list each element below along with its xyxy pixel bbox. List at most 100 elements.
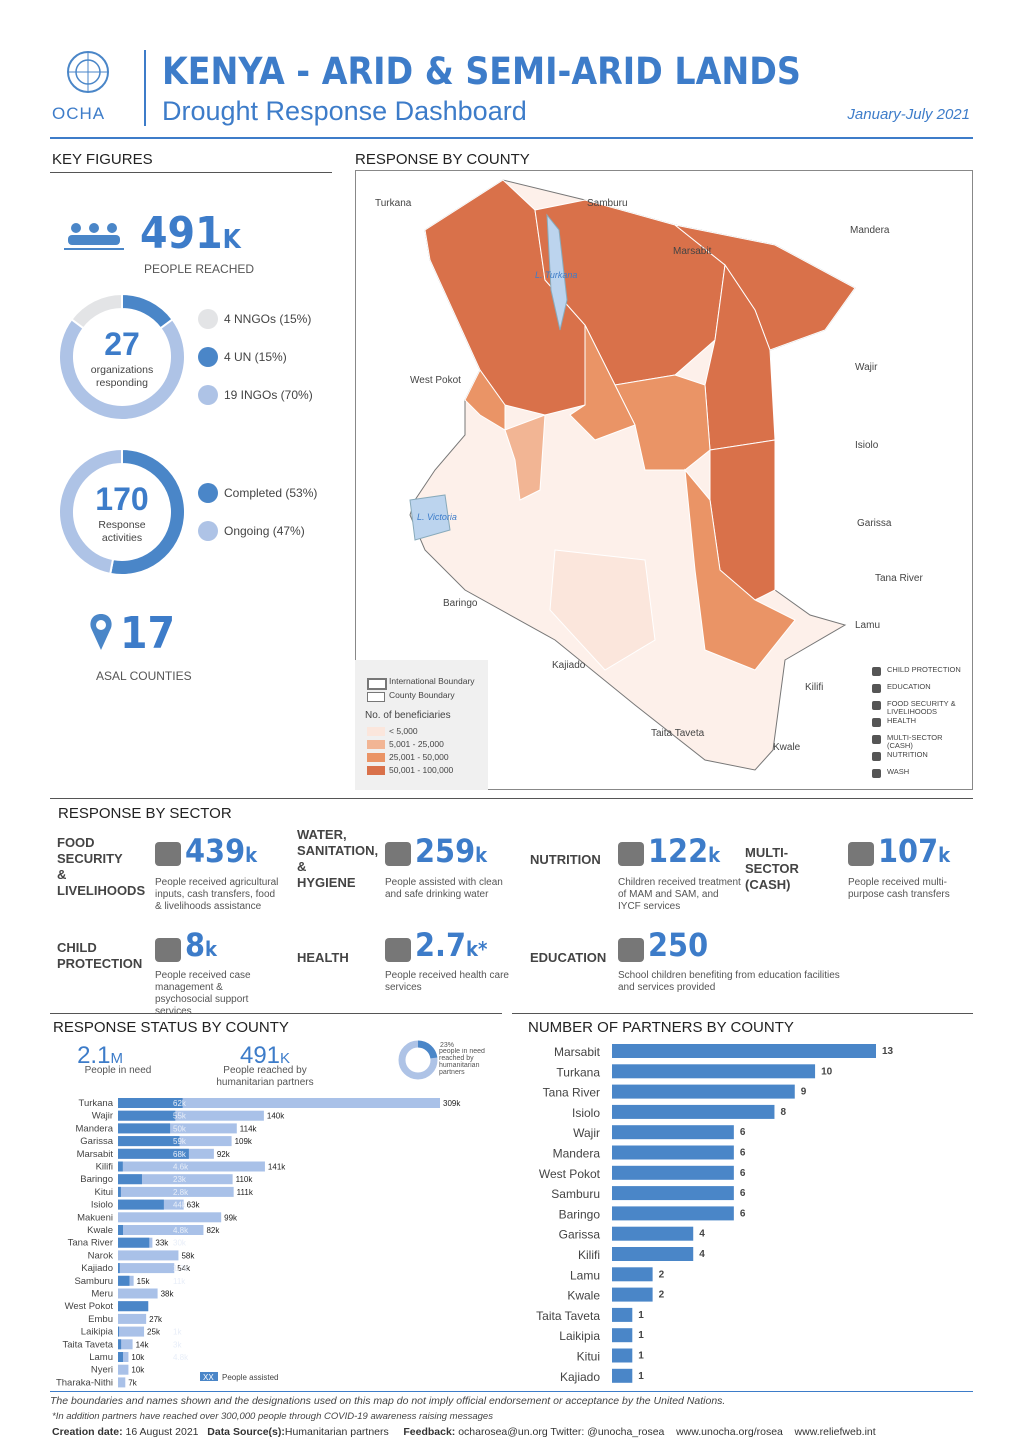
sector-text: People assisted with clean and safe drin… [385, 877, 503, 900]
value-label: 1.7k [173, 1264, 189, 1273]
legend-swatch [198, 483, 218, 503]
county-west-pokot [464, 369, 506, 431]
footer-rule [50, 1391, 973, 1392]
unit: k [708, 843, 721, 867]
legend-label: 19 INGOs (70%) [224, 388, 313, 402]
section-heading: RESPONSE BY SECTOR [58, 805, 232, 822]
unit: k [205, 937, 217, 961]
bar [118, 1352, 124, 1362]
value-label: 59k [173, 1137, 187, 1146]
y-tick-label: West Pokot [65, 1301, 114, 1312]
sector-text: Children received treatment of MAM and S… [618, 877, 741, 912]
legend-swatch [367, 740, 385, 749]
y-tick-label: Wajir [92, 1111, 113, 1122]
donut-total: 170 [95, 481, 148, 517]
value-label: 1k [173, 1328, 182, 1337]
bar [612, 1165, 734, 1180]
y-tick-label: Kilifi [578, 1248, 600, 1262]
twitter[interactable]: Twitter: @unocha_rosea [550, 1426, 665, 1438]
bar [612, 1125, 734, 1140]
value-label: 62k [173, 1099, 187, 1108]
lake-victoria [409, 494, 451, 541]
value-label: 30k [173, 1239, 187, 1248]
bar [118, 1186, 121, 1197]
bar [118, 1136, 180, 1147]
legend-icon [872, 769, 881, 778]
email[interactable]: ocharosea@un.org [458, 1426, 548, 1438]
value-label: 1 [638, 1310, 644, 1321]
value-label: 6 [740, 1208, 746, 1219]
value-label: 140k [267, 1112, 285, 1121]
value-label: 141k [268, 1163, 286, 1172]
value-label: 10 [821, 1066, 833, 1077]
link[interactable]: www.unocha.org/rosea [676, 1426, 783, 1438]
y-tick-label: Garissa [559, 1228, 601, 1242]
sector-name: EDUCATION [530, 950, 607, 965]
sector-value: 250 [648, 926, 708, 964]
value-label: 7k [128, 1378, 137, 1387]
legend-label: NUTRITION [887, 750, 928, 759]
y-tick-label: West Pokot [539, 1167, 601, 1181]
y-tick-label: Nyeri [91, 1365, 113, 1376]
county-label: West Pokot [410, 375, 461, 386]
legend-swatch [198, 385, 218, 405]
legend-label: 25,001 - 50,000 [389, 752, 449, 762]
source: Humanitarian partners [284, 1426, 389, 1438]
bar [118, 1161, 123, 1172]
legend-label: County Boundary [389, 690, 455, 700]
value: 250 [648, 926, 709, 964]
bar [118, 1148, 189, 1159]
county-label: Mandera [850, 225, 890, 236]
bar [118, 1110, 176, 1121]
bar [118, 1098, 440, 1108]
y-tick-label: Marsabit [554, 1045, 601, 1059]
summary-value: 2.1M [77, 1042, 123, 1069]
legend-swatch [367, 753, 385, 762]
y-tick-label: Marsabit [77, 1149, 114, 1160]
donut-label: Response [98, 519, 145, 531]
value-label: 27k [149, 1315, 163, 1324]
sector-value: 107k [878, 832, 950, 870]
credits: Creation date: 16 August 2021 Data Sourc… [52, 1426, 876, 1438]
value-label: 82k [206, 1226, 220, 1235]
bar [118, 1339, 122, 1350]
value-label: 15k [137, 1277, 151, 1286]
link[interactable]: www.reliefweb.int [794, 1426, 876, 1438]
y-tick-label: Kwale [567, 1289, 600, 1303]
bar [118, 1225, 124, 1235]
legend-label: HEALTH [887, 716, 917, 725]
y-tick-label: Narok [88, 1250, 114, 1261]
value-label: 4 [699, 1229, 705, 1240]
people-reached-label: PEOPLE REACHED [144, 262, 255, 276]
value-label: 55k [173, 1112, 187, 1121]
summary-label: People reached by [223, 1065, 306, 1076]
y-tick-label: Isiolo [572, 1106, 600, 1120]
county-label: Samburu [587, 198, 628, 209]
footnote: *In addition partners have reached over … [52, 1411, 493, 1422]
y-tick-label: Makueni [77, 1212, 113, 1223]
bar [118, 1161, 265, 1172]
unit: k* [466, 937, 488, 961]
bar [118, 1326, 145, 1337]
header-rule [50, 137, 973, 139]
sector-text: School children benefiting from educatio… [618, 970, 840, 993]
legend-icon [872, 667, 881, 676]
y-tick-label: Garissa [80, 1136, 113, 1147]
bar [118, 1288, 158, 1299]
y-tick-label: Embu [88, 1314, 113, 1325]
value-label: 309k [443, 1099, 461, 1108]
legend-label: < 5,000 [389, 726, 418, 736]
value: 259 [415, 832, 476, 870]
sector-name: NUTRITION [530, 852, 601, 867]
legend-label: CHILD PROTECTION [887, 665, 961, 674]
y-tick-label: Taita Taveta [536, 1309, 600, 1323]
y-tick-label: Kajiado [560, 1370, 600, 1384]
sector-icon [155, 938, 181, 962]
pct-text: people in need reached by humanitarian p… [439, 1048, 485, 1076]
y-tick-label: Lamu [570, 1268, 600, 1282]
bar [118, 1377, 126, 1388]
donut-label: responding [96, 377, 148, 389]
bar [612, 1186, 734, 1201]
value-label: 38k [161, 1290, 175, 1299]
sector-name: MULTI-SECTOR (CASH) [745, 845, 799, 892]
